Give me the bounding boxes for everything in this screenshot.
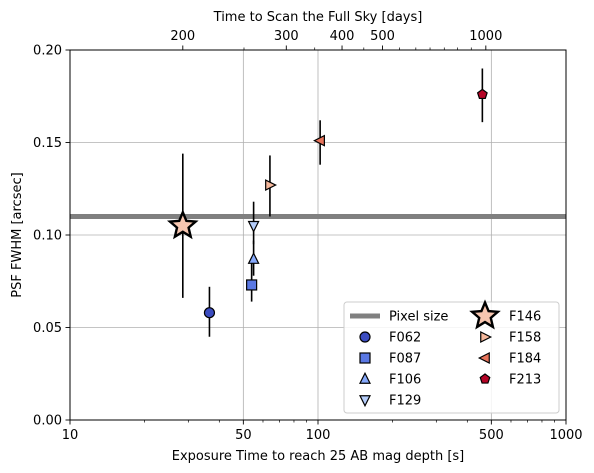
point-f184 [313, 134, 325, 147]
series-f213 [476, 68, 488, 123]
legend-marker-f184 [477, 352, 490, 364]
legend-marker-f062 [359, 331, 371, 343]
y-tick-label-0.15: 0.15 [33, 136, 62, 151]
point-f158 [265, 179, 278, 192]
legend-item-f129: F129 [359, 394, 421, 409]
top-tick-label-400: 400 [330, 29, 355, 44]
legend-label: F129 [389, 394, 421, 409]
legend-marker-f129 [359, 395, 371, 408]
top-tick-label-300: 300 [274, 29, 299, 44]
legend: Pixel size F062 F087 F106 F129 F146 F158 F184 F2… [343, 299, 560, 414]
top-axis-label: Time to Scan the Full Sky [days] [213, 10, 423, 25]
y-tick-label-0.10: 0.10 [33, 229, 62, 244]
legend-label: F213 [509, 373, 541, 388]
point-f106 [247, 251, 260, 264]
point-f213 [476, 88, 488, 100]
y-tick-label-0.05: 0.05 [33, 321, 62, 336]
legend-label: F184 [509, 352, 541, 367]
legend-label: F062 [389, 331, 421, 346]
point-f062 [203, 307, 216, 319]
legend-item-f106: F106 [359, 371, 421, 388]
legend-label: Pixel size [389, 310, 448, 325]
series-f062 [203, 286, 216, 337]
point-f146 [166, 209, 199, 240]
x-tick-label-1000: 1000 [549, 428, 582, 443]
legend-label: F158 [509, 331, 541, 346]
x-tick-label-10: 10 [62, 428, 79, 443]
series-f146 [166, 153, 199, 298]
legend-item-f213: F213 [479, 373, 541, 388]
series-f129 [247, 201, 260, 245]
legend-item-f062: F062 [359, 331, 421, 346]
legend-marker-f087 [359, 352, 371, 364]
top-tick-label-200: 200 [170, 29, 195, 44]
legend-label: F106 [389, 373, 421, 388]
axes: 10 50 100 500 1000 0.00 0.05 0.10 0.15 0.20 200 300… [33, 29, 583, 443]
point-f129 [247, 220, 260, 233]
x-tick-label-500: 500 [479, 428, 504, 443]
legend-marker-f146 [469, 299, 501, 330]
x-axis-label: Exposure Time to reach 25 AB mag depth [… [172, 449, 465, 464]
x-tick-label-100: 100 [306, 428, 331, 443]
y-tick-label-0.20: 0.20 [33, 44, 62, 59]
y-tick-label-0.00: 0.00 [33, 414, 62, 429]
legend-item-f146: F146 [469, 299, 541, 330]
legend-marker-f106 [359, 371, 371, 384]
top-tick-label-500: 500 [370, 29, 395, 44]
series-f184 [313, 120, 325, 165]
legend-frame [343, 301, 560, 414]
y-axis-label: PSF FWHM [arcsec] [10, 172, 25, 297]
legend-item-f087: F087 [359, 352, 421, 367]
top-tick-label-1000: 1000 [469, 29, 502, 44]
legend-label: F087 [389, 352, 421, 367]
data-marks [166, 68, 488, 337]
legend-item-f158: F158 [480, 331, 541, 346]
legend-marker-f158 [480, 331, 493, 343]
series-f106 [247, 240, 260, 276]
legend-label: F146 [509, 310, 541, 325]
x-tick-label-50: 50 [235, 428, 252, 443]
series-f087 [246, 260, 258, 302]
legend-item-pixel-size: Pixel size [350, 310, 448, 325]
legend-item-f184: F184 [477, 352, 541, 367]
legend-marker-f213 [479, 373, 491, 384]
series-f158 [265, 155, 278, 217]
point-f087 [246, 279, 258, 291]
